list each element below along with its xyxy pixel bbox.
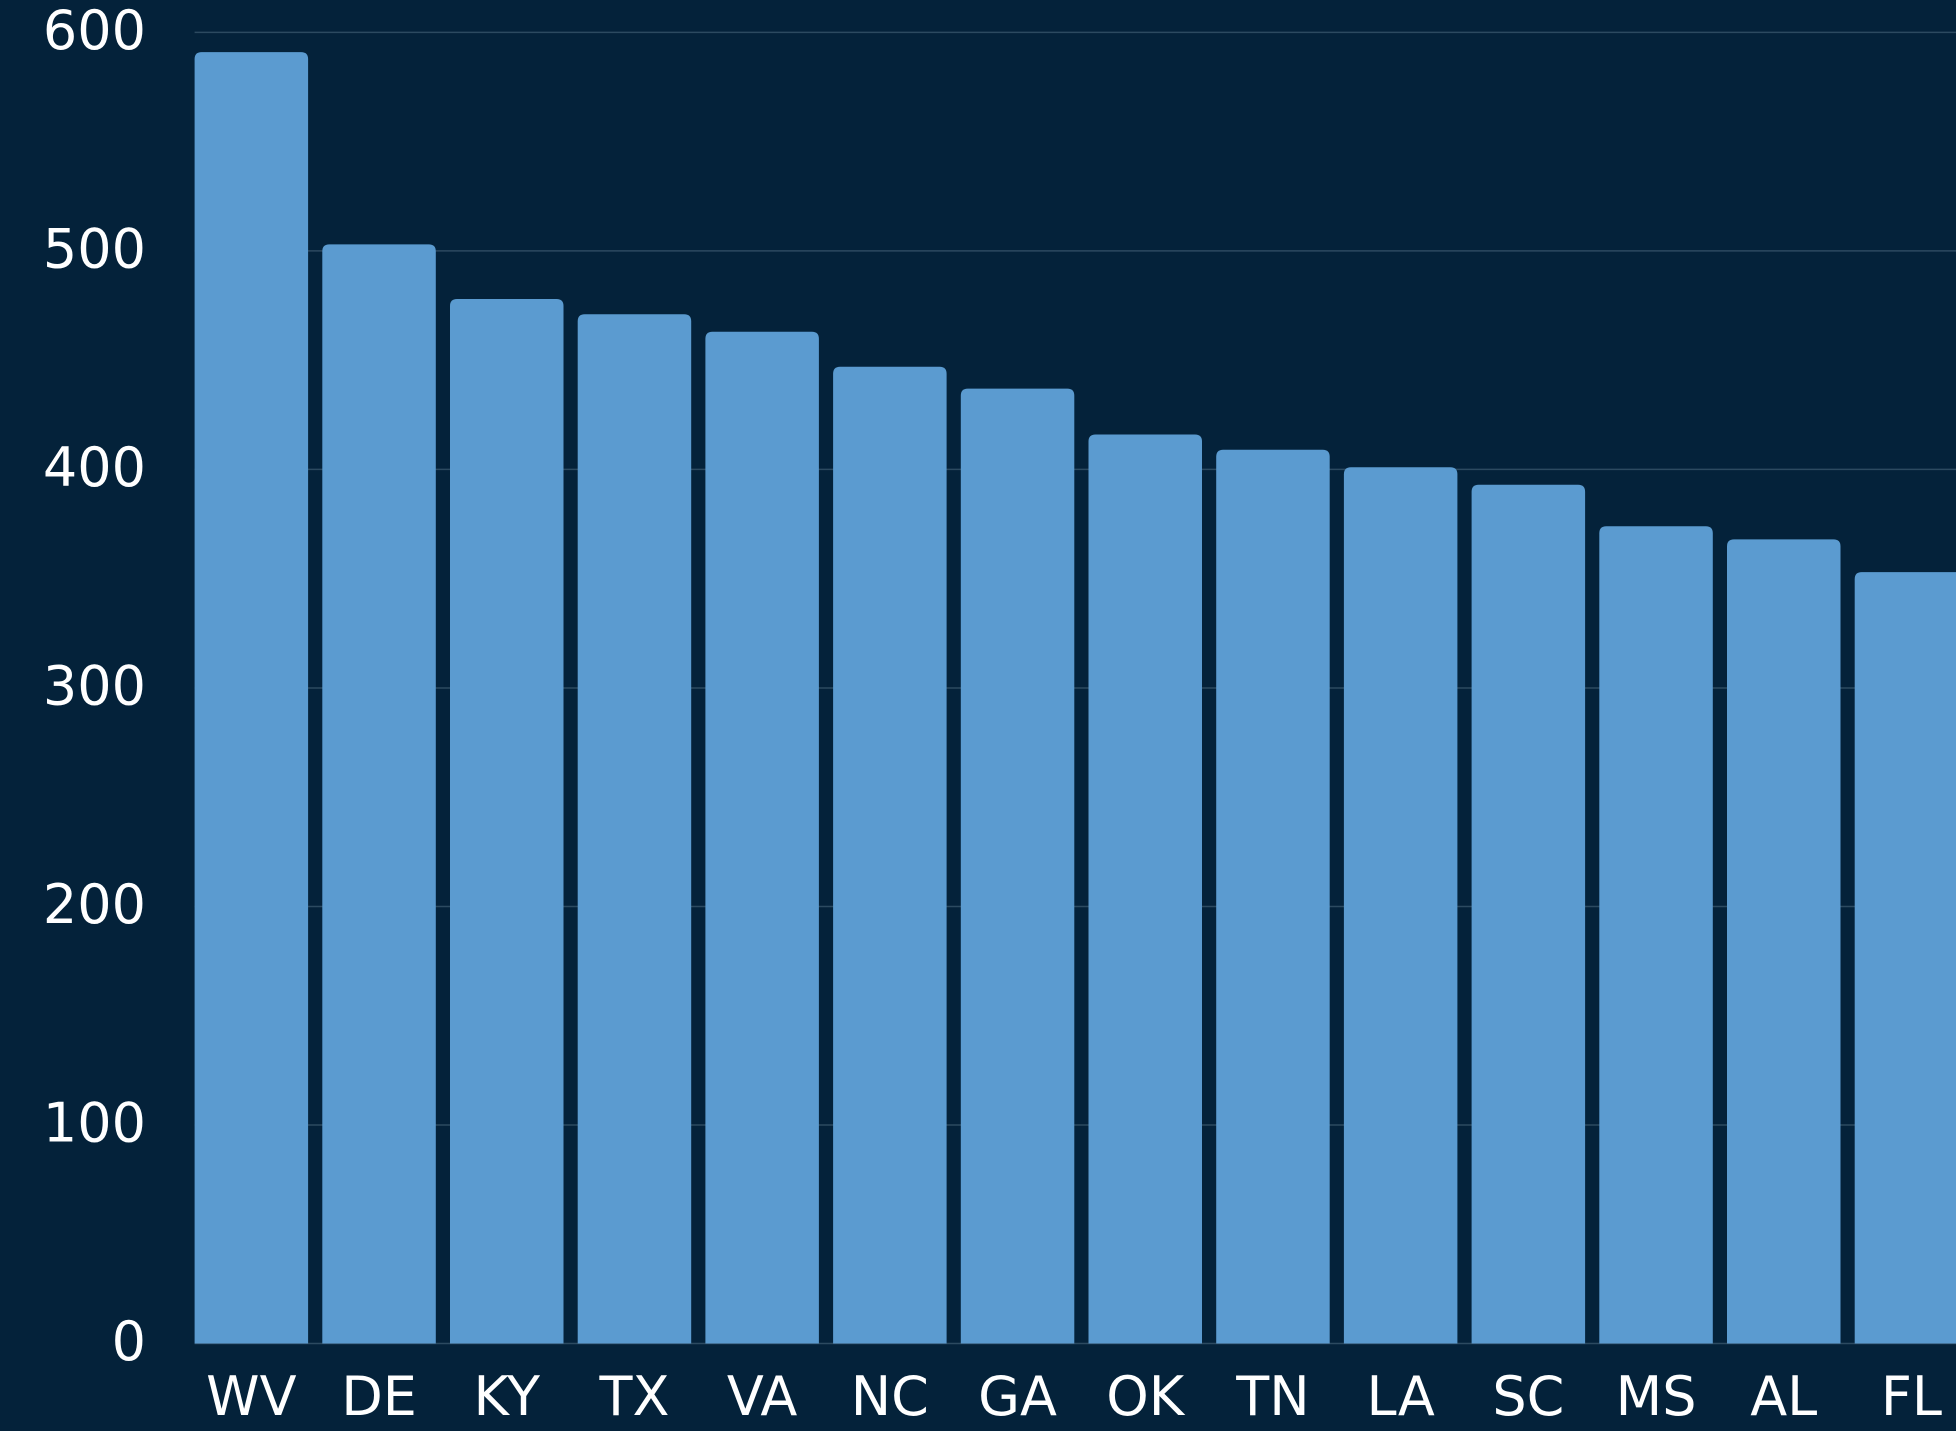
x-tick-label: DE (341, 1365, 417, 1428)
bar (194, 52, 309, 1344)
x-tick-label: AL (1750, 1365, 1817, 1428)
x-tick-label: OK (1106, 1365, 1186, 1428)
bar (577, 314, 692, 1344)
y-tick-label: 200 (43, 873, 146, 936)
bar (1727, 539, 1841, 1344)
y-tick-label: 600 (43, 0, 146, 62)
x-tick-label: GA (978, 1365, 1057, 1428)
bar (1088, 434, 1202, 1344)
bar (1854, 572, 1956, 1344)
bar (1599, 526, 1713, 1344)
y-tick-label: 0 (112, 1310, 146, 1373)
bar (1343, 467, 1458, 1344)
x-tick-label: TN (1235, 1365, 1309, 1428)
x-tick-label: TX (598, 1365, 669, 1428)
x-tick-label: NC (851, 1365, 929, 1428)
bar (833, 366, 947, 1344)
x-tick-label: MS (1616, 1365, 1697, 1428)
x-tick-label: VA (727, 1365, 797, 1428)
bar (960, 388, 1075, 1344)
bar (1216, 449, 1330, 1344)
bar (705, 331, 819, 1344)
y-tick-label: 400 (43, 436, 146, 499)
y-tick-label: 100 (43, 1092, 146, 1155)
x-tick-label: SC (1492, 1365, 1564, 1428)
x-tick-label: FL (1881, 1365, 1942, 1428)
bar (1471, 484, 1586, 1344)
y-tick-label: 300 (43, 655, 146, 718)
y-tick-label: 500 (43, 218, 146, 281)
x-tick-label: LA (1367, 1365, 1435, 1428)
bar (450, 298, 564, 1344)
x-tick-label: WV (206, 1365, 296, 1428)
bar (322, 244, 436, 1344)
x-tick-label: KY (474, 1365, 541, 1428)
